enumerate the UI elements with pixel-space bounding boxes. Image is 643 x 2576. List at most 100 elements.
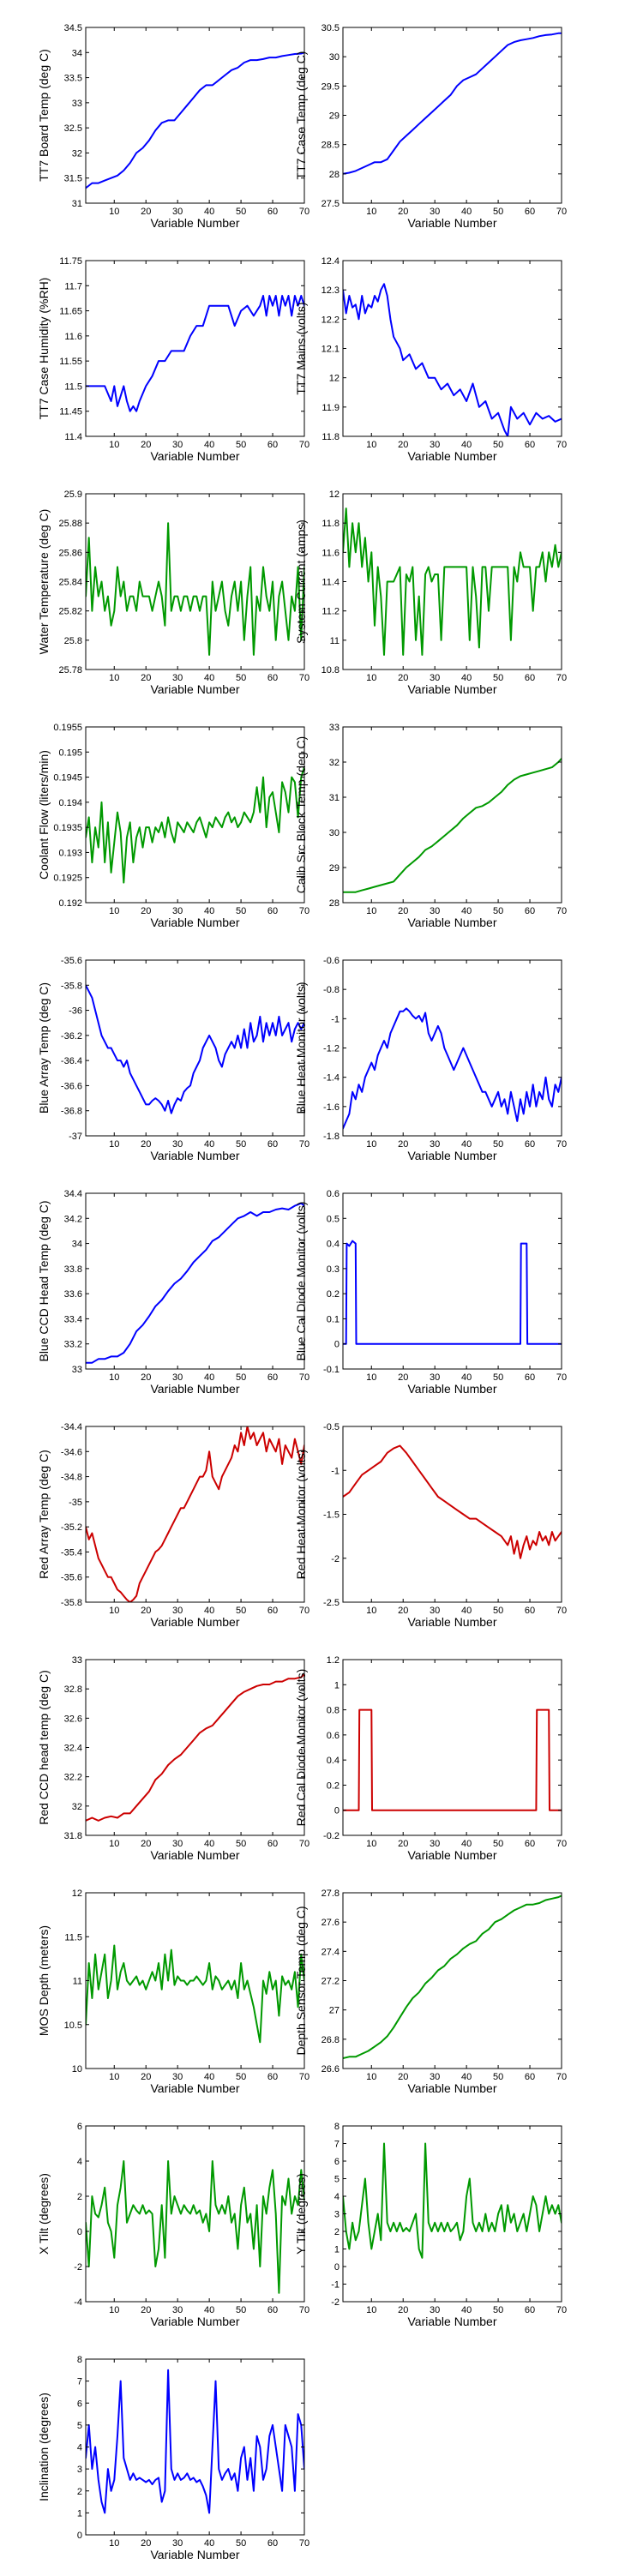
- y-tick-label: 11.8: [322, 519, 340, 529]
- x-tick-label: 40: [461, 1839, 472, 1849]
- plot-frame: [85, 726, 305, 904]
- y-tick-label: 30: [329, 52, 340, 63]
- y-tick-label: 6: [77, 2122, 82, 2132]
- x-tick-label: 30: [172, 1606, 183, 1616]
- x-tick-label: 50: [236, 1839, 246, 1849]
- y-tick-label: 11.65: [59, 307, 82, 317]
- y-axis-label: TT7 Mains (volts): [294, 302, 308, 394]
- y-tick-label: 27.8: [322, 1888, 340, 1899]
- y-tick-label: 11: [330, 636, 340, 646]
- x-tick-label: 20: [141, 2072, 151, 2082]
- y-tick-label: 12.3: [322, 285, 340, 296]
- x-tick-label: 40: [204, 2305, 214, 2315]
- y-tick-label: 12: [329, 374, 340, 384]
- x-tick-label: 60: [267, 440, 278, 450]
- y-tick-label: 0.1955: [53, 723, 82, 733]
- x-tick-label: 20: [398, 673, 408, 683]
- x-tick-label: 30: [172, 207, 183, 217]
- x-tick-label: 20: [141, 2538, 151, 2549]
- y-tick-label: 28.5: [322, 141, 340, 151]
- x-tick-label: 10: [109, 1839, 119, 1849]
- series-line: [86, 2369, 304, 2514]
- y-tick-label: 0.3: [327, 1264, 340, 1275]
- plot-frame: [85, 1192, 305, 1370]
- x-tick-label: 70: [556, 673, 567, 683]
- y-tick-label: 32.4: [64, 1744, 82, 1754]
- x-tick-label: 30: [172, 1372, 183, 1383]
- y-tick-label: -36.4: [61, 1056, 82, 1066]
- x-tick-label: 40: [461, 207, 472, 217]
- x-tick-label: 10: [109, 440, 119, 450]
- x-tick-label: 40: [461, 1372, 472, 1383]
- x-axis-label: Variable Number: [407, 1382, 496, 1396]
- x-tick-label: 20: [141, 440, 151, 450]
- y-tick-label: 33: [72, 1365, 82, 1375]
- y-tick-label: 33.4: [64, 1314, 82, 1324]
- y-tick-label: 3: [334, 2210, 340, 2220]
- y-tick-label: 25.8: [64, 636, 82, 646]
- x-tick-label: 50: [493, 440, 503, 450]
- x-tick-label: 70: [299, 906, 309, 916]
- x-tick-label: 50: [493, 1839, 503, 1849]
- x-tick-label: 20: [398, 1606, 408, 1616]
- y-tick-label: 3: [77, 2465, 82, 2475]
- x-tick-label: 20: [398, 2305, 408, 2315]
- series-line: [86, 766, 304, 884]
- series-line: [86, 1673, 304, 1822]
- y-tick-label: 0.2: [327, 1780, 340, 1791]
- y-tick-label: 0.2: [327, 1289, 340, 1300]
- x-tick-label: 10: [109, 906, 119, 916]
- plot-frame: [85, 1659, 305, 1836]
- x-tick-label: 30: [430, 2305, 440, 2315]
- x-tick-label: 10: [366, 1839, 376, 1849]
- y-axis-label: Blue Heat Monitor (volts): [294, 982, 308, 1114]
- x-tick-label: 10: [366, 1372, 376, 1383]
- y-tick-label: 28: [329, 170, 340, 180]
- x-tick-label: 30: [430, 1839, 440, 1849]
- y-tick-label: 27.5: [322, 199, 340, 209]
- y-tick-label: 8: [334, 2122, 340, 2132]
- x-tick-label: 70: [299, 1606, 309, 1616]
- x-axis-label: Variable Number: [407, 1848, 496, 1862]
- y-tick-label: 0: [334, 1340, 340, 1350]
- x-axis-label: Variable Number: [150, 2548, 239, 2561]
- y-tick-label: 5: [77, 2421, 82, 2431]
- x-axis-label: Variable Number: [150, 1615, 239, 1629]
- x-tick-label: 30: [430, 2072, 440, 2082]
- x-tick-label: 70: [556, 1839, 567, 1849]
- y-tick-label: -36: [69, 1006, 82, 1017]
- x-tick-label: 60: [267, 2072, 278, 2082]
- x-tick-label: 40: [461, 906, 472, 916]
- x-tick-label: 50: [236, 1606, 246, 1616]
- x-tick-label: 60: [525, 1372, 535, 1383]
- plot-frame: [342, 2125, 562, 2303]
- x-tick-label: 20: [141, 1139, 151, 1150]
- x-axis-label: Variable Number: [150, 1848, 239, 1862]
- x-tick-label: 60: [525, 440, 535, 450]
- y-tick-label: -4: [74, 2297, 82, 2308]
- x-tick-label: 40: [461, 2072, 472, 2082]
- x-tick-label: 60: [525, 2305, 535, 2315]
- y-tick-label: 1: [334, 1680, 340, 1690]
- x-tick-label: 20: [141, 207, 151, 217]
- y-tick-label: -2: [331, 1554, 340, 1564]
- chart-panel: 10 20 30 40 50 60 70 27.5 28 28.5 29 29.5 30 30.5 Vari…: [294, 23, 567, 230]
- y-axis-label: X Tilt (degrees): [37, 2173, 51, 2255]
- y-tick-label: 26.8: [322, 2035, 340, 2045]
- chart-panel: 10 20 30 40 50 60 70 -4 -2 0 2 4 6 Variable Number X T…: [37, 2122, 309, 2328]
- x-tick-label: 40: [461, 1139, 472, 1150]
- x-tick-label: 50: [236, 2305, 246, 2315]
- y-axis-label: TT7 Case Humidity (%RH): [37, 278, 51, 420]
- x-tick-label: 20: [398, 1839, 408, 1849]
- x-tick-label: 30: [172, 2538, 183, 2549]
- y-tick-label: -0.1: [323, 1365, 340, 1375]
- x-tick-label: 40: [204, 207, 214, 217]
- x-axis-label: Variable Number: [150, 2315, 239, 2328]
- y-tick-label: 2: [334, 2227, 340, 2237]
- x-tick-label: 50: [493, 2072, 503, 2082]
- y-axis-label: Y Tilt (degrees): [294, 2173, 308, 2255]
- x-tick-label: 30: [172, 906, 183, 916]
- x-tick-label: 30: [430, 1139, 440, 1150]
- x-tick-label: 60: [267, 2538, 278, 2549]
- y-tick-label: 27: [329, 2006, 340, 2016]
